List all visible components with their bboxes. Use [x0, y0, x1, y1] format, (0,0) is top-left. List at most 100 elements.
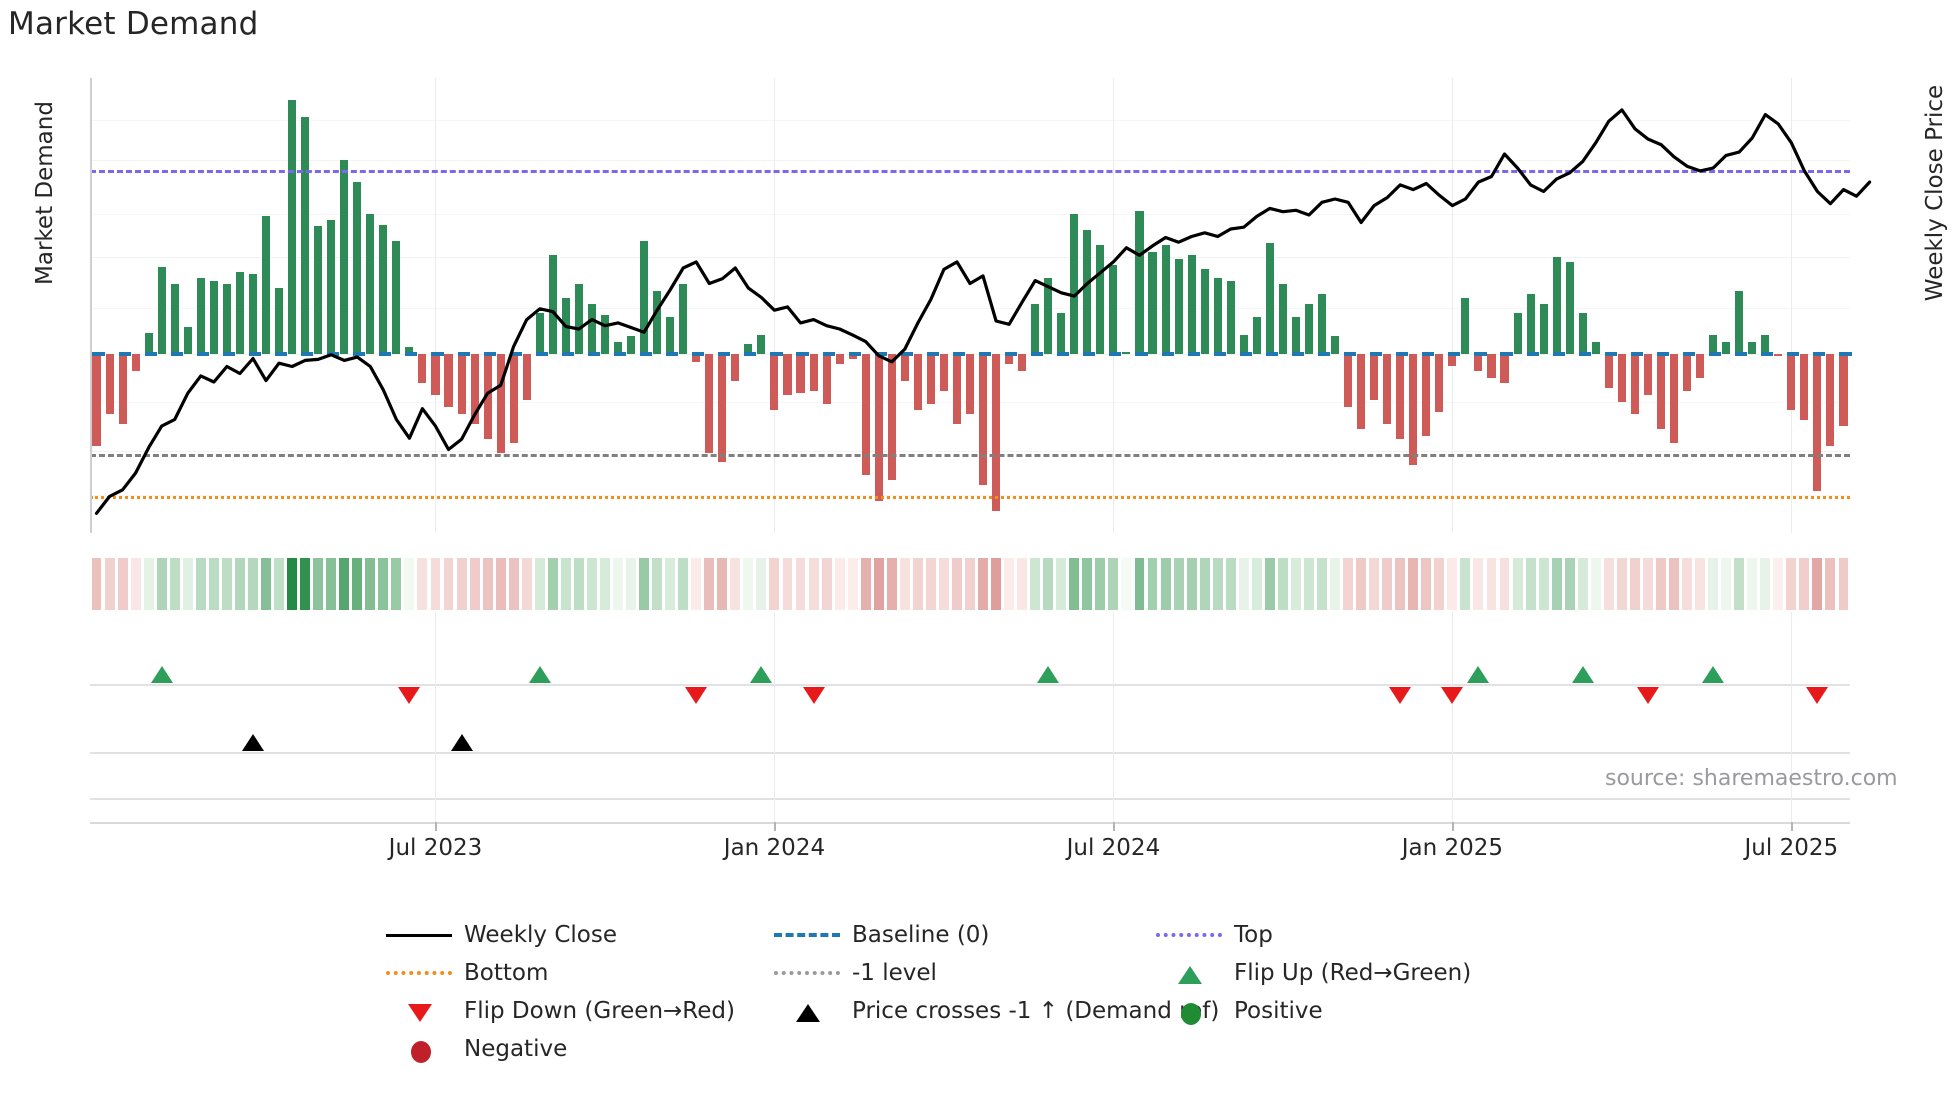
heat-cell	[117, 558, 128, 610]
heat-cell	[952, 558, 962, 610]
heat-cell	[978, 558, 988, 610]
legend-item[interactable]: Price crosses -1 ↑ (Demand ref)	[768, 998, 1219, 1024]
x-axis-tick-label: Jul 2023	[388, 835, 483, 861]
demand-bar	[1748, 342, 1757, 354]
demand-bar	[952, 353, 961, 424]
top-reference-line	[90, 169, 1850, 173]
x-axis-tick-mark	[1452, 822, 1454, 831]
heat-cell	[365, 558, 376, 610]
demand-bar	[1461, 297, 1470, 354]
triangle-up-green-icon-glyph	[1178, 966, 1202, 984]
heat-cell	[391, 558, 402, 610]
heat-cell	[847, 558, 858, 610]
demand-bar	[1500, 353, 1509, 383]
demand-bar	[1344, 353, 1353, 408]
heat-cell	[560, 558, 571, 610]
baseline-segment	[1396, 351, 1409, 356]
demand-bar	[457, 353, 466, 414]
heat-cell	[1656, 558, 1666, 610]
heat-cell	[795, 558, 806, 610]
heat-cell	[1486, 558, 1497, 610]
demand-bar	[861, 353, 870, 475]
line-dashed-blue-icon-glyph	[774, 933, 840, 937]
heat-cell	[834, 558, 845, 610]
demand-heat-strip	[90, 558, 1850, 610]
legend-item[interactable]: Flip Up (Red→Green)	[1150, 960, 1471, 986]
demand-bar	[1109, 264, 1118, 354]
baseline-segment	[196, 351, 209, 356]
baseline-segment	[874, 351, 887, 356]
triangle-up-black-icon	[768, 999, 846, 1023]
price-cross-marker-icon	[450, 734, 473, 751]
demand-bar	[1396, 353, 1405, 440]
demand-bar	[535, 313, 544, 354]
gridline-horizontal	[90, 257, 1850, 259]
legend-item[interactable]: Top	[1150, 922, 1273, 948]
baseline-segment	[692, 351, 705, 356]
demand-bar	[796, 353, 805, 393]
heat-cell	[1317, 558, 1327, 610]
heat-cell	[1147, 558, 1158, 610]
demand-bar	[1656, 353, 1665, 430]
legend-item-label: Negative	[464, 1036, 568, 1062]
legend-item[interactable]: -1 level	[768, 960, 937, 986]
heat-cell	[1838, 558, 1849, 610]
legend-item[interactable]: Negative	[380, 1036, 568, 1063]
heat-cell	[404, 558, 415, 610]
heat-cell	[274, 558, 284, 610]
demand-bar	[1813, 353, 1822, 492]
baseline-segment	[1422, 351, 1435, 356]
demand-bar	[483, 353, 492, 440]
heat-cell	[287, 558, 298, 610]
heat-cell	[1590, 558, 1601, 610]
bottom-reference-line	[90, 496, 1850, 500]
legend-item-label: Price crosses -1 ↑ (Demand ref)	[852, 998, 1220, 1024]
heat-cell	[1760, 558, 1771, 610]
demand-bar	[340, 160, 349, 354]
y-axis-left-label: Market Demand	[32, 101, 58, 285]
legend-item[interactable]: Baseline (0)	[768, 922, 989, 948]
heat-cell	[626, 558, 636, 610]
demand-bar	[874, 353, 883, 502]
gridline-vertical-markers	[774, 612, 776, 824]
baseline-segment	[1448, 351, 1461, 356]
legend-item[interactable]: Flip Down (Green→Red)	[380, 998, 735, 1024]
heat-cell	[534, 558, 545, 610]
line-dotted-purple-icon	[1150, 923, 1228, 947]
legend-item[interactable]: Bottom	[380, 960, 548, 986]
baseline-segment	[1552, 351, 1565, 356]
marker-row-rule	[90, 752, 1850, 754]
baseline-segment	[405, 351, 418, 356]
demand-bar	[509, 353, 518, 443]
heat-cell	[1799, 558, 1810, 610]
baseline-segment	[1031, 351, 1044, 356]
baseline-segment	[1735, 351, 1748, 356]
heat-cell	[600, 558, 610, 610]
heat-cell	[547, 558, 558, 610]
demand-bar	[274, 288, 284, 354]
heat-cell	[1421, 558, 1432, 610]
demand-bar	[640, 240, 649, 354]
gridline-horizontal	[90, 160, 1850, 162]
heat-cell	[1030, 558, 1041, 610]
heat-cell	[1017, 558, 1028, 610]
baseline-segment	[587, 351, 600, 356]
heat-cell	[208, 558, 219, 610]
legend-item[interactable]: Positive	[1150, 998, 1323, 1025]
legend-item-label: -1 level	[852, 960, 937, 986]
heat-cell	[1603, 558, 1614, 610]
legend-item[interactable]: Weekly Close	[380, 922, 617, 948]
gridline-vertical-markers	[435, 612, 437, 824]
marker-row-rule	[90, 684, 1850, 686]
demand-bar	[444, 353, 453, 408]
heat-cell	[1264, 558, 1275, 610]
demand-bar	[1604, 353, 1613, 388]
heat-cell	[143, 558, 154, 610]
circle-red-icon-glyph	[411, 1041, 431, 1063]
heat-cell	[417, 558, 428, 610]
heat-cell	[1343, 558, 1354, 610]
demand-bar	[1044, 278, 1053, 354]
heat-cell	[104, 558, 115, 610]
baseline-segment	[379, 351, 392, 356]
baseline-segment	[796, 351, 809, 356]
